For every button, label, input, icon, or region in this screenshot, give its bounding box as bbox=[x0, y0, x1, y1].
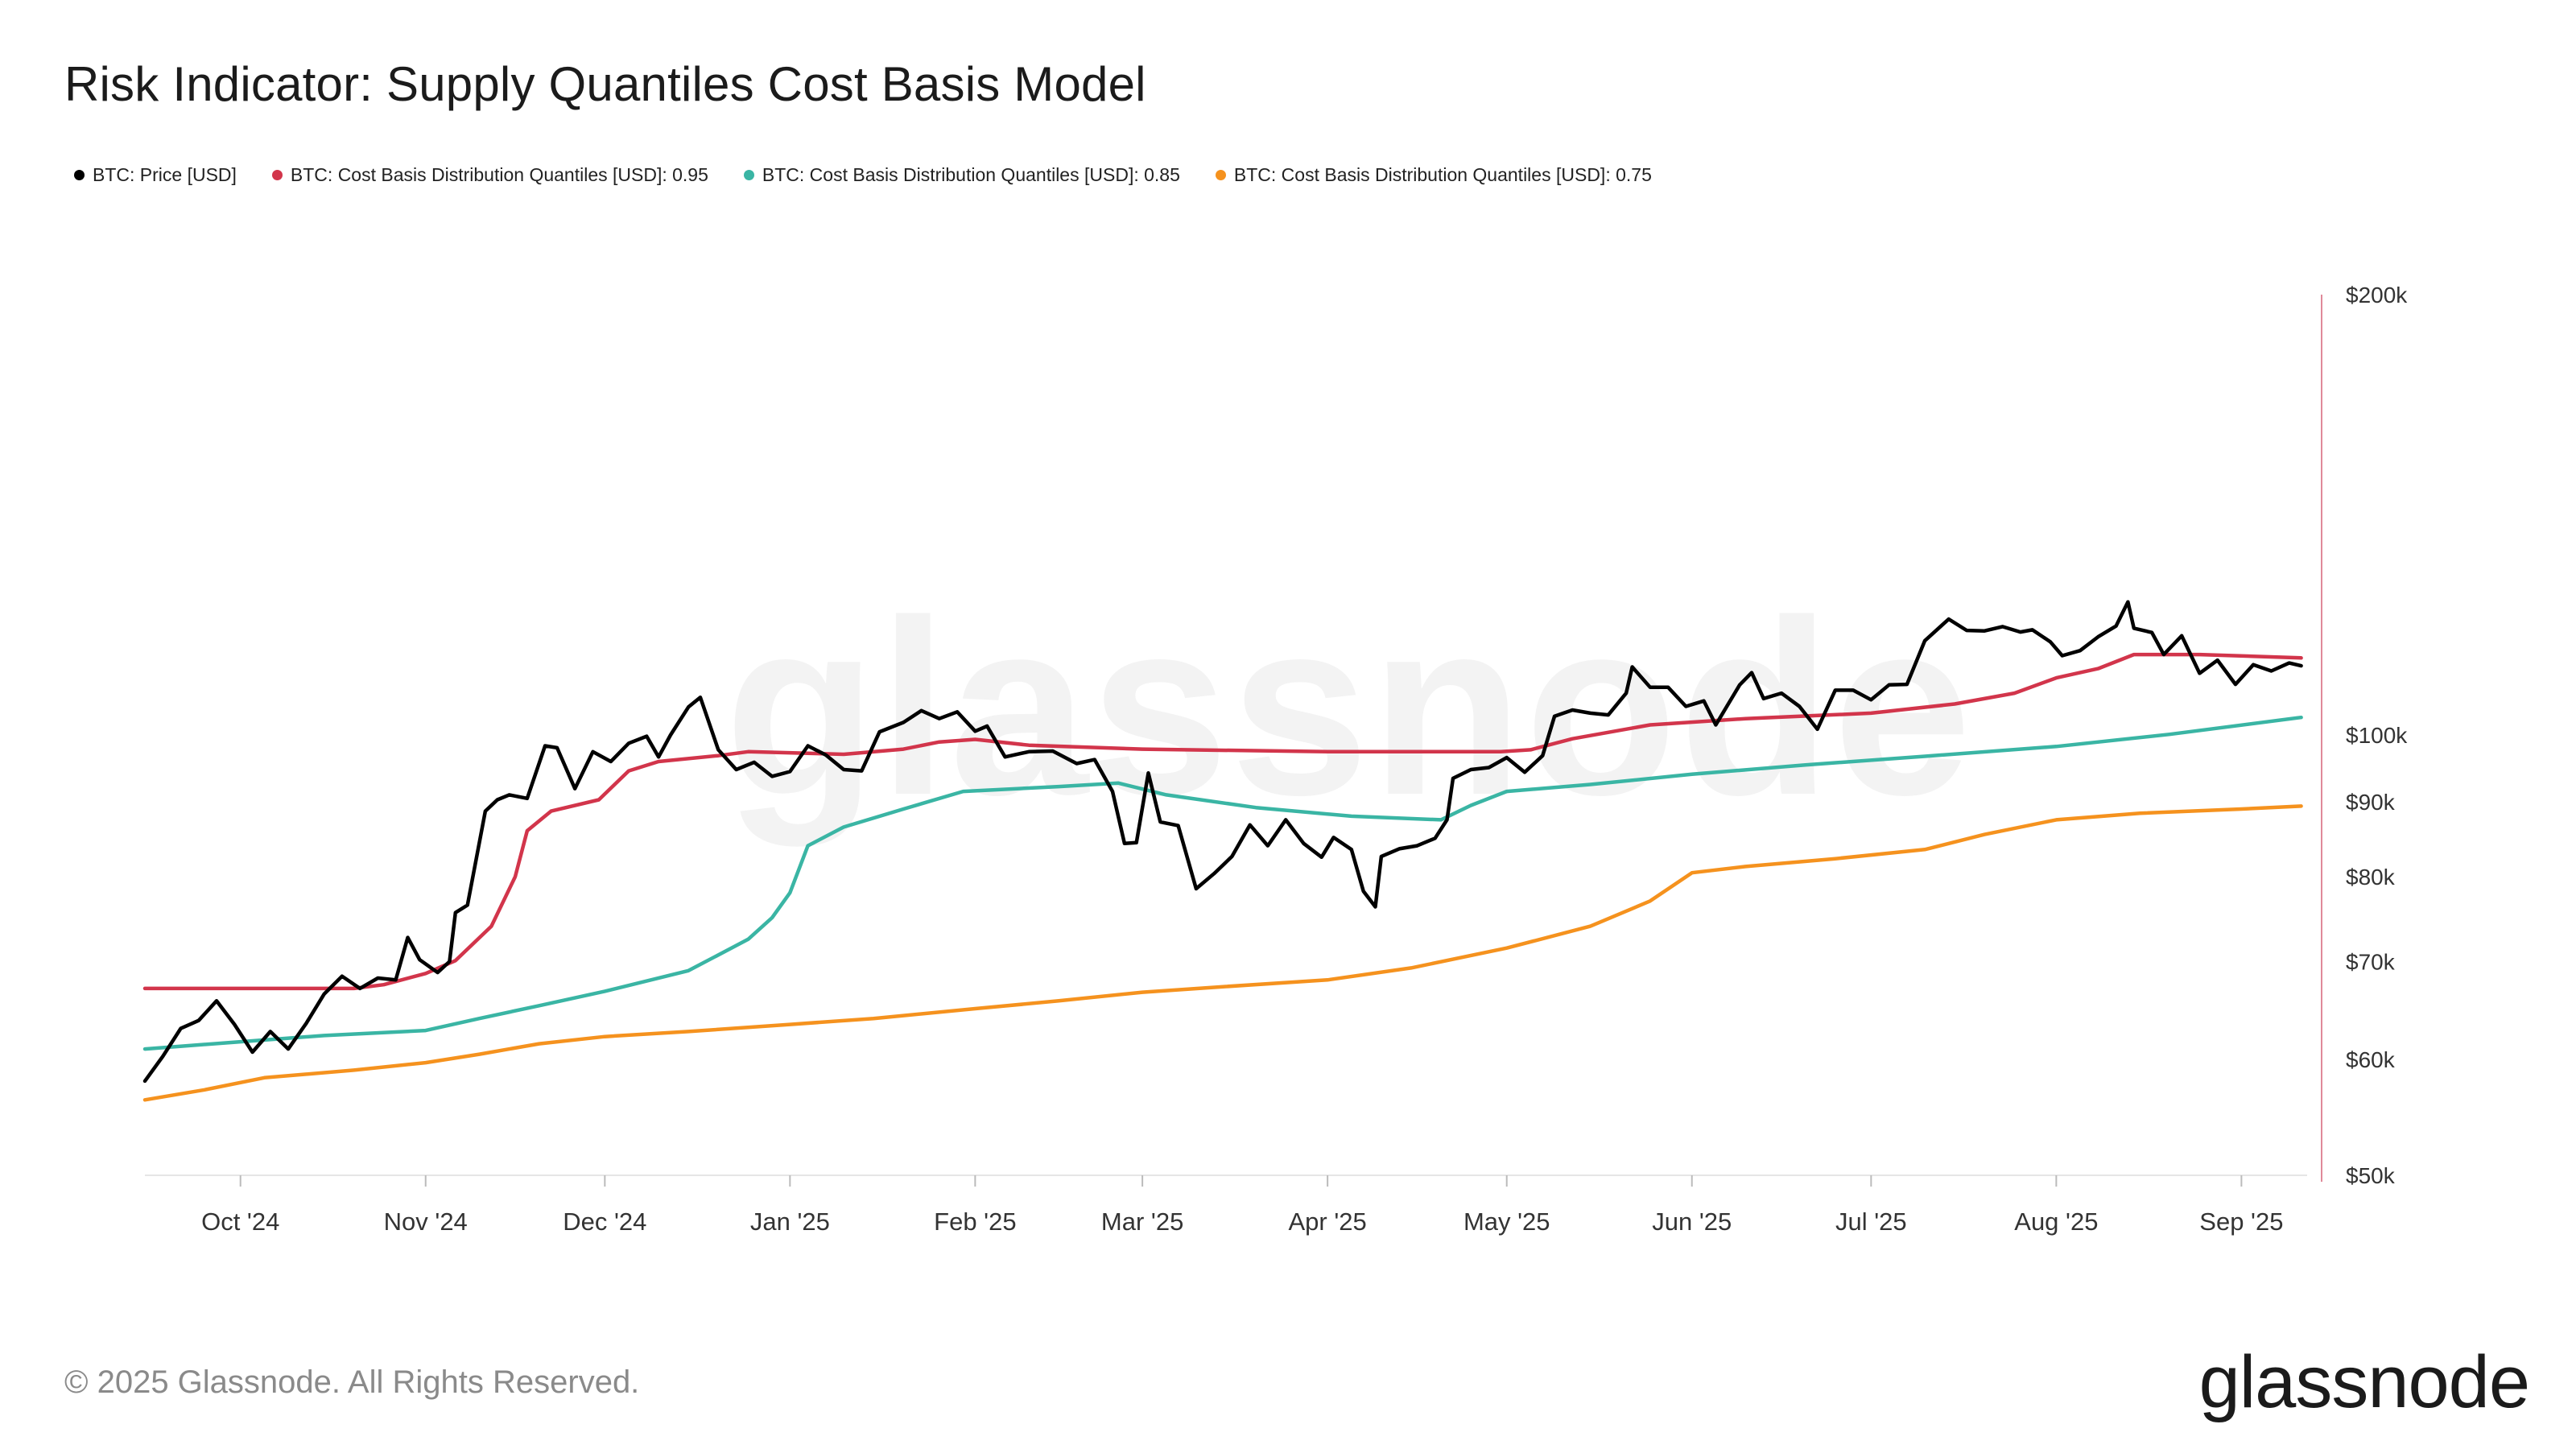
legend-item-q95[interactable]: BTC: Cost Basis Distribution Quantiles [… bbox=[271, 163, 708, 186]
legend-dot-q95 bbox=[271, 169, 283, 180]
x-tick-label: Sep '25 bbox=[2199, 1208, 2283, 1236]
x-tick-label: Dec '24 bbox=[563, 1208, 646, 1236]
y-tick-label: $100k bbox=[2346, 723, 2408, 748]
x-tick-label: Jan '25 bbox=[750, 1208, 830, 1236]
legend-label-price: BTC: Price [USD] bbox=[93, 163, 237, 185]
x-tick-label: Mar '25 bbox=[1101, 1208, 1183, 1236]
y-tick-label: $200k bbox=[2346, 283, 2408, 308]
brand-logo: glassnode bbox=[2198, 1341, 2530, 1423]
legend-dot-q85 bbox=[743, 169, 754, 180]
y-tick-label: $70k bbox=[2346, 949, 2396, 974]
x-tick-label: Oct '24 bbox=[201, 1208, 279, 1236]
x-tick-label: Feb '25 bbox=[934, 1208, 1016, 1236]
legend-item-q75[interactable]: BTC: Cost Basis Distribution Quantiles [… bbox=[1215, 163, 1652, 186]
y-tick-label: $60k bbox=[2346, 1047, 2396, 1072]
x-tick-label: Jun '25 bbox=[1652, 1208, 1732, 1236]
y-tick-label: $80k bbox=[2346, 865, 2396, 890]
series-line-q75 bbox=[142, 804, 2303, 1102]
y-tick-label: $50k bbox=[2346, 1163, 2396, 1188]
legend-label-q85: BTC: Cost Basis Distribution Quantiles [… bbox=[762, 163, 1180, 185]
x-tick-label: May '25 bbox=[1463, 1208, 1550, 1236]
x-tick-label: Jul '25 bbox=[1835, 1208, 1907, 1236]
legend-dot-q75 bbox=[1215, 169, 1226, 180]
chart-title: Risk Indicator: Supply Quantiles Cost Ba… bbox=[64, 57, 1146, 111]
legend-item-q85[interactable]: BTC: Cost Basis Distribution Quantiles [… bbox=[743, 163, 1180, 186]
legend-dot-price bbox=[74, 169, 85, 180]
legend-label-q75: BTC: Cost Basis Distribution Quantiles [… bbox=[1233, 163, 1652, 185]
x-tick-label: Aug '25 bbox=[2014, 1208, 2098, 1236]
legend-item-price[interactable]: BTC: Price [USD] bbox=[74, 164, 237, 186]
series-line-q85 bbox=[142, 715, 2303, 1051]
y-tick-label: $90k bbox=[2346, 790, 2396, 815]
legend: BTC: Price [USD] BTC: Cost Basis Distrib… bbox=[74, 163, 1687, 187]
x-tick-label: Apr '25 bbox=[1289, 1208, 1367, 1236]
series-line-q95 bbox=[142, 652, 2303, 991]
copyright-footer: © 2025 Glassnode. All Rights Reserved. bbox=[64, 1364, 640, 1400]
series-line-price bbox=[142, 600, 2303, 1084]
legend-label-q95: BTC: Cost Basis Distribution Quantiles [… bbox=[290, 163, 708, 185]
x-tick-label: Nov '24 bbox=[384, 1208, 468, 1236]
